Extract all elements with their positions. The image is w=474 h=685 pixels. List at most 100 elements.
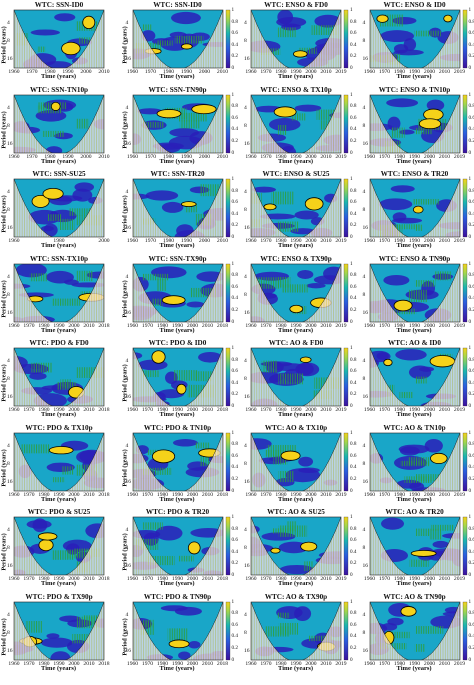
colorbar-tick-label: 0.8 — [468, 187, 474, 194]
colorbar-tick-label: 0.4 — [468, 464, 474, 471]
panel-title: WTC: SSN-ID0 — [153, 1, 202, 9]
period-tick-label: 4 — [125, 611, 129, 618]
time-tick-label: 1990 — [171, 576, 184, 582]
period-tick-label: 16 — [244, 478, 250, 485]
time-tick-label: 1960 — [363, 407, 376, 413]
period-tick-label: 8 — [125, 376, 129, 382]
colorbar-tick-label: 0.2 — [231, 560, 238, 567]
colorbar-tick-label: 0.8 — [468, 356, 474, 363]
wtc-panel: WTC: AO & FD0 1 0.8 0.6 0.4 0.2 0 4 8 16 1960 1970 1… — [237, 339, 357, 425]
time-tick-label: 2010 — [438, 407, 451, 413]
time-tick-label: 1980 — [38, 491, 50, 498]
time-tick-label: 1960 — [8, 238, 20, 244]
time-tick-label: 1970 — [141, 322, 154, 329]
colorbar-tick-label: 0.6 — [468, 199, 474, 206]
colorbar-tick-label: 0.2 — [468, 560, 474, 567]
significance-hatching — [414, 643, 425, 652]
wtc-panel: WTC: ENSO & TX90p 1 0.8 0.6 0.4 0.2 0 4 8 16 1960 1… — [237, 255, 356, 341]
coi-boundary — [132, 517, 223, 575]
time-tick-label: 2000 — [186, 491, 199, 498]
cone-of-influence — [369, 263, 460, 322]
time-tick-label: 2000 — [423, 238, 436, 244]
period-tick-label: 4 — [7, 104, 10, 111]
colorbar-tick-label: 0.4 — [350, 379, 357, 386]
wtc-panel: WTC: AO & TX90p 1 0.8 0.6 0.4 0.2 0 4 8 16 1960 197… — [237, 593, 356, 679]
time-tick-label: 1980 — [393, 322, 406, 329]
colorbar — [343, 516, 349, 576]
colorbar — [343, 263, 349, 322]
significance-hatching — [178, 112, 207, 121]
significant-coherence-contour — [50, 101, 61, 111]
significance-hatching — [409, 559, 429, 567]
period-tick-label: 4 — [7, 189, 10, 195]
significant-coherence-contour — [42, 187, 64, 200]
period-tick-label: 8 — [7, 291, 10, 298]
time-tick-label: 1960 — [126, 238, 139, 244]
colorbar — [225, 178, 230, 238]
colorbar-tick-label: 1 — [468, 429, 472, 436]
colorbar-tick-label: 0 — [231, 149, 235, 156]
cone-of-influence — [132, 179, 223, 237]
period-tick-label: 4 — [244, 358, 247, 364]
x-axis-label: Time (years) — [41, 242, 77, 249]
significant-coherence-contour — [175, 383, 186, 395]
low-coherence-region — [43, 223, 58, 237]
wavelet-coherence-plot — [250, 9, 349, 69]
significance-hatching — [142, 370, 159, 378]
plot-frame — [369, 263, 460, 322]
colorbar-tick-label: 0.2 — [468, 644, 474, 651]
period-tick-label: 8 — [7, 38, 10, 44]
x-axis-label: Time (years) — [278, 411, 314, 418]
panel-title: WTC: AO & TX10p — [264, 423, 328, 432]
x-axis-label: Time (years) — [278, 580, 314, 587]
colorbar-tick-label: 0.8 — [468, 103, 474, 110]
period-tick-label: 8 — [362, 376, 366, 382]
y-axis-label: Period (years) — [0, 364, 8, 402]
time-tick-label: 1980 — [162, 238, 175, 244]
colorbar-tick-label: 0.6 — [350, 199, 357, 206]
panel-title: WTC: ENSO & TN10p — [378, 85, 451, 94]
colorbar-tick-label: 0.6 — [350, 368, 357, 375]
period-tick-label: 16 — [362, 56, 369, 62]
significant-coherence-contour — [161, 294, 186, 305]
period-tick-label: 4 — [362, 20, 366, 26]
wavelet-coherence-plot — [13, 94, 105, 153]
y-axis-label: Period (years) — [0, 448, 8, 487]
colorbar-tick-label: 0.2 — [468, 306, 474, 313]
colorbar-tick-label: 0.6 — [231, 452, 238, 459]
period-tick-label: 16 — [7, 140, 13, 147]
cone-of-influence — [132, 432, 223, 491]
period-tick-label: 16 — [125, 309, 132, 316]
time-tick-label: 2000 — [305, 407, 317, 413]
wavelet-coherence-plot — [250, 432, 349, 491]
significant-coherence-contour — [429, 355, 455, 368]
x-axis-label: Time (years) — [278, 73, 314, 80]
period-tick-label: 4 — [125, 442, 129, 449]
time-tick-label: 2018 — [216, 660, 229, 667]
wtc-panel: WTC: SSN-TX10p 4 8 16 Period (years) 1960 1970… — [0, 255, 118, 341]
significance-hatching — [77, 37, 90, 44]
period-tick-label: 16 — [7, 225, 13, 231]
x-axis-label: Time (years) — [41, 664, 77, 672]
coi-boundary — [369, 517, 460, 575]
time-tick-label: 1990 — [53, 322, 65, 329]
time-tick-label: 2000 — [186, 660, 199, 667]
low-coherence-region — [271, 363, 307, 372]
time-tick-label: 1960 — [245, 407, 257, 413]
significance-hatching — [172, 370, 197, 381]
significance-hatching — [174, 35, 203, 44]
panel-title: WTC: SSN-SU25 — [32, 170, 86, 178]
significance-hatching — [141, 121, 164, 128]
plot-frame — [369, 178, 460, 238]
wavelet-coherence-plot — [369, 178, 467, 238]
colorbar-tick-label: 1 — [231, 260, 235, 267]
colorbar-tick-label: 0.4 — [350, 548, 357, 555]
colorbar-tick-label: 1 — [231, 598, 235, 605]
period-tick-label: 8 — [125, 122, 129, 129]
wavelet-coherence-plot — [250, 94, 349, 153]
cone-of-influence — [251, 601, 341, 660]
significance-hatching — [298, 47, 317, 54]
period-tick-label: 16 — [125, 140, 132, 147]
time-tick-label: 1980 — [38, 660, 50, 667]
coi-boundary — [369, 179, 460, 237]
